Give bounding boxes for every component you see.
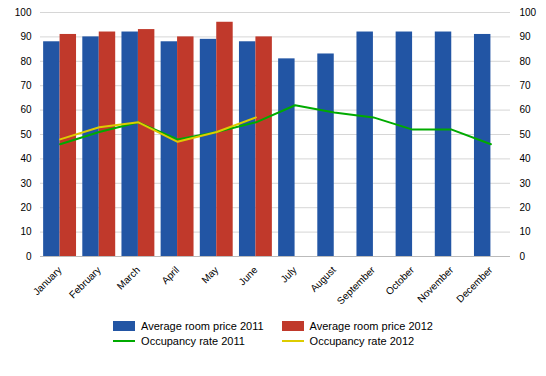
html-text:Occupancy rate 2012: Occupancy rate 2012 [309, 335, 415, 347]
svg-text:90: 90 [520, 31, 532, 42]
svg-text:80: 80 [20, 56, 32, 67]
svg-text:40: 40 [20, 153, 32, 164]
svg-text:70: 70 [20, 80, 32, 91]
svg-text:June: June [236, 264, 259, 287]
svg-text:60: 60 [20, 104, 32, 115]
svg-text:50: 50 [20, 129, 32, 140]
svg-text:April: April [159, 264, 181, 286]
svg-text:90: 90 [20, 31, 32, 42]
svg-text:80: 80 [520, 56, 532, 67]
svg-text:May: May [199, 264, 220, 285]
html-text:Occupancy rate 2011: Occupancy rate 2011 [141, 335, 245, 347]
svg-text:70: 70 [520, 80, 532, 91]
svg-text:August: August [308, 264, 338, 294]
svg-text:60: 60 [520, 104, 532, 115]
html-text:Average room price 2012: Average room price 2012 [309, 320, 433, 332]
svg-text:December: December [454, 264, 495, 305]
svg-text:30: 30 [520, 178, 532, 189]
svg-text:40: 40 [520, 153, 532, 164]
svg-text:September: September [335, 264, 378, 307]
svg-text:February: February [67, 264, 103, 300]
svg-text:10: 10 [20, 226, 32, 237]
svg-text:November: November [415, 264, 456, 305]
svg-text:October: October [383, 264, 416, 297]
svg-text:0: 0 [520, 251, 526, 262]
svg-text:January: January [31, 264, 64, 297]
svg-text:20: 20 [20, 202, 32, 213]
svg-text:100: 100 [520, 7, 537, 18]
svg-text:10: 10 [520, 226, 532, 237]
svg-text:0: 0 [26, 251, 32, 262]
svg-text:March: March [115, 264, 142, 291]
svg-text:30: 30 [20, 178, 32, 189]
svg-text:50: 50 [520, 129, 532, 140]
svg-text:July: July [278, 264, 298, 284]
html-text:Average room price 2011: Average room price 2011 [141, 320, 264, 332]
svg-text:100: 100 [15, 7, 32, 18]
svg-text:20: 20 [520, 202, 532, 213]
